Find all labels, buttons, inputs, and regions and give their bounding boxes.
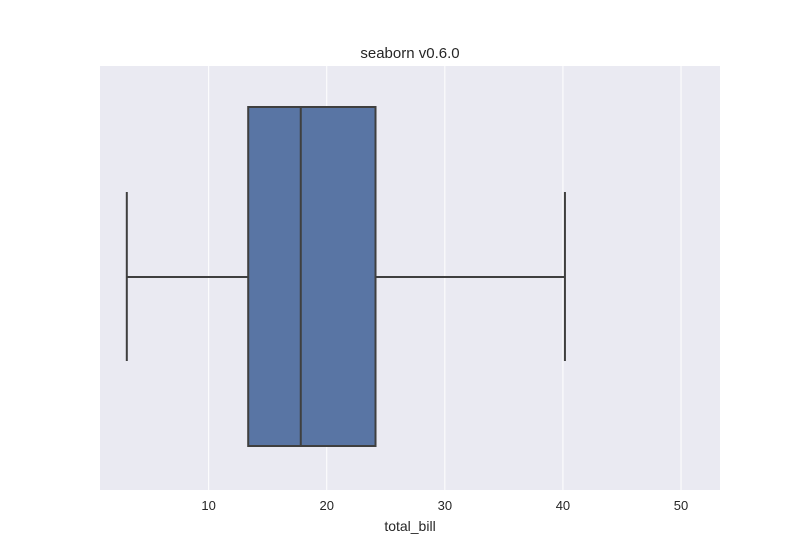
x-axis-label: total_bill	[384, 518, 435, 534]
x-tick-label-40: 40	[556, 498, 570, 513]
box-iqr	[247, 106, 377, 447]
x-tick-label-10: 10	[201, 498, 215, 513]
x-tick-label-30: 30	[438, 498, 452, 513]
x-tick-label-50: 50	[674, 498, 688, 513]
x-tick-label-20: 20	[320, 498, 334, 513]
x-axis-ticks: 10 20 30 40 50	[201, 498, 688, 513]
box-group	[125, 106, 566, 447]
chart-title: seaborn v0.6.0	[360, 45, 459, 62]
